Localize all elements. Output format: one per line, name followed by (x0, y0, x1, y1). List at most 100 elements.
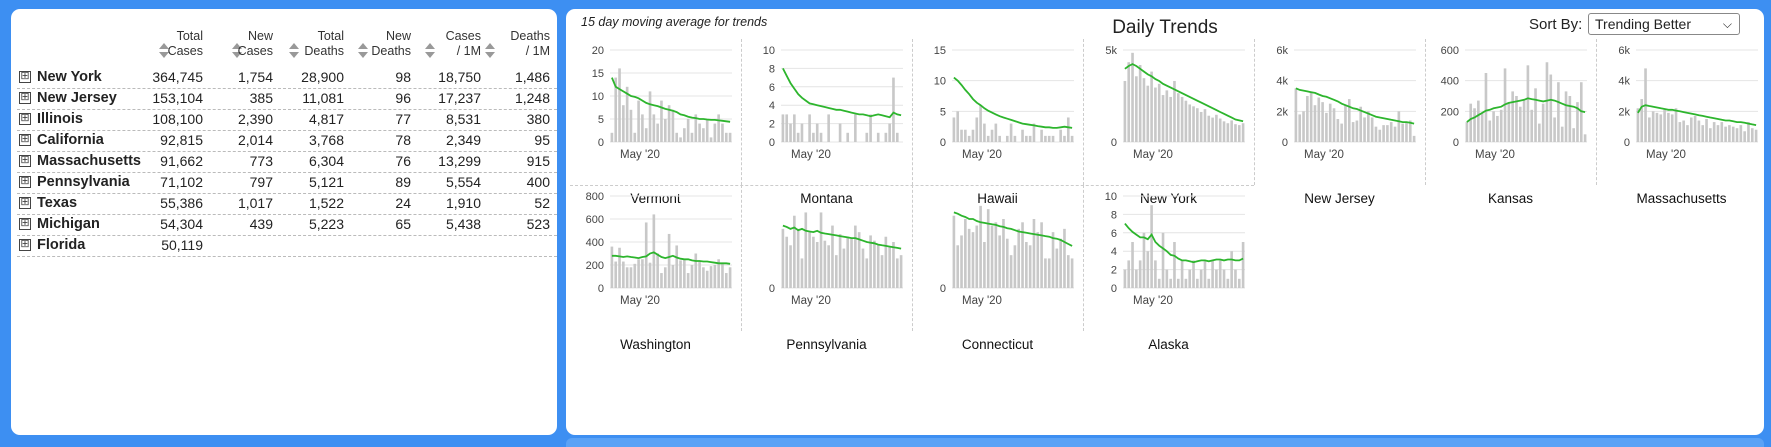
table-row[interactable]: ⊞ Florida 50,119 (17, 235, 557, 257)
bar (637, 259, 640, 288)
bar (728, 132, 732, 142)
bar (1150, 71, 1153, 142)
y-tick-label: 0 (769, 137, 775, 149)
table-row[interactable]: ⊞ New York 364,745 1,754 28,900 98 18,750 1,486 (17, 67, 557, 89)
table-row[interactable]: ⊞ New Jersey 153,104 385 11,081 96 17,237 1,248 (17, 88, 557, 110)
sort-arrows-icon[interactable] (425, 43, 435, 59)
bar (1230, 251, 1233, 288)
bar (1370, 117, 1374, 142)
bar (1138, 65, 1142, 142)
cell-total-deaths: 3,768 (308, 132, 344, 148)
bar (1070, 258, 1074, 288)
expand-icon[interactable]: ⊞ (19, 70, 31, 83)
y-tick-label: 800 (586, 191, 604, 203)
bar (892, 77, 895, 142)
table-row[interactable]: ⊞ Michigan 54,304 439 5,223 65 5,438 523 (17, 214, 557, 236)
sort-arrows-icon[interactable] (358, 43, 368, 59)
x-tick-label: May '20 (791, 149, 831, 161)
column-header-total-cases[interactable]: Total Cases (168, 29, 203, 59)
table-row[interactable]: ⊞ Massachusetts 91,662 773 6,304 76 13,299 915 (17, 151, 557, 173)
column-header-total-deaths[interactable]: Total Deaths (304, 29, 344, 59)
x-tick-label: May '20 (620, 295, 660, 307)
bar (1572, 128, 1575, 142)
bar (1469, 103, 1473, 142)
bar (698, 261, 701, 288)
sort-arrows-icon[interactable] (159, 43, 169, 59)
expand-icon[interactable]: ⊞ (19, 238, 31, 251)
trend-chart-massachusetts[interactable]: 0 2k 4k 6k May '20 Massachusetts (1596, 39, 1767, 206)
bar (1583, 134, 1587, 142)
y-tick-label: 600 (1441, 45, 1459, 57)
y-tick-label: 10 (763, 45, 775, 57)
bar (831, 225, 834, 288)
bar (1188, 269, 1192, 288)
trend-chart-new-york[interactable]: 0 5k May '20 New York (1083, 39, 1254, 206)
bar (1173, 242, 1176, 288)
bar (675, 245, 679, 288)
cell-cases-1m: 13,299 (438, 153, 481, 169)
trend-chart-connecticut[interactable]: 0 May '20 Connecticut (912, 185, 1083, 352)
trend-chart-hawaii[interactable]: 0 5 10 15 May '20 Hawaii (912, 39, 1083, 206)
table-row[interactable]: ⊞ Illinois 108,100 2,390 4,817 77 8,531 380 (17, 109, 557, 131)
y-tick-label: 600 (586, 214, 604, 226)
cell-total-cases: 92,815 (160, 132, 203, 148)
bar (1750, 128, 1754, 142)
bar (1515, 96, 1518, 142)
column-header-deaths-1m[interactable]: Deaths/ 1M (510, 29, 550, 59)
expand-icon[interactable]: ⊞ (19, 217, 31, 230)
bar (709, 266, 713, 288)
column-header-new-deaths[interactable]: New Deaths (371, 29, 411, 59)
column-header-new-cases[interactable]: New Cases (238, 29, 273, 59)
bar (1176, 278, 1180, 288)
trend-chart-alaska[interactable]: 0 2 4 6 8 10 May '20 Alaska (1083, 185, 1254, 352)
bar (815, 123, 819, 142)
sort-arrows-icon[interactable] (485, 43, 495, 59)
bar (1367, 111, 1370, 142)
trend-chart-new-jersey[interactable]: 0 2k 4k 6k May '20 New Jersey (1254, 39, 1425, 206)
bar (610, 246, 614, 288)
bar (1731, 126, 1735, 142)
sort-arrows-icon[interactable] (289, 43, 299, 59)
trend-chart-montana[interactable]: 0 2 4 6 8 10 May '20 Montana (741, 39, 912, 206)
expand-icon[interactable]: ⊞ (19, 196, 31, 209)
sort-by-select[interactable]: Trending Better ⌵ (1588, 13, 1740, 35)
expand-icon[interactable]: ⊞ (19, 133, 31, 146)
sort-by-label: Sort By: (1529, 16, 1583, 33)
expand-icon[interactable]: ⊞ (19, 112, 31, 125)
y-tick-label: 400 (586, 237, 604, 249)
expand-icon[interactable]: ⊞ (19, 154, 31, 167)
table-row[interactable]: ⊞ Texas 55,386 1,017 1,522 24 1,910 52 (17, 193, 557, 215)
bar (690, 132, 694, 142)
bar (1739, 125, 1743, 142)
expand-icon[interactable]: ⊞ (19, 175, 31, 188)
trend-chart-pennsylvania[interactable]: 0 May '20 Pennsylvania (741, 185, 912, 352)
trend-line (611, 77, 731, 123)
bar (1009, 123, 1013, 142)
expand-icon[interactable]: ⊞ (19, 91, 31, 104)
bar (1530, 109, 1534, 142)
bar (1237, 125, 1241, 142)
bar (1705, 119, 1708, 142)
bar (1553, 117, 1556, 142)
table-row[interactable]: ⊞ California 92,815 2,014 3,768 78 2,349 95 (17, 130, 557, 152)
chart-divider (1425, 39, 1426, 185)
bar (1192, 106, 1195, 142)
bar (705, 119, 709, 142)
trend-chart-vermont[interactable]: 0 5 10 15 20 May '20 Vermont (570, 39, 741, 206)
y-tick-label: 15 (934, 45, 946, 57)
bar (1135, 269, 1138, 288)
table-row[interactable]: ⊞ Pennsylvania 71,102 797 5,121 89 5,554 400 (17, 172, 557, 194)
bar (1557, 82, 1560, 142)
cell-total-cases: 91,662 (160, 153, 203, 169)
bar (1499, 109, 1503, 142)
sort-arrows-icon[interactable] (232, 43, 242, 59)
cell-cases-1m: 5,438 (445, 216, 481, 232)
trend-chart-washington[interactable]: 0 200 400 600 800 May '20 Washington (570, 185, 741, 352)
bar (637, 100, 640, 142)
column-header-line1: Total (317, 29, 344, 43)
bar (633, 263, 637, 288)
cell-new-deaths: 77 (395, 111, 411, 127)
column-header-cases-1m[interactable]: Cases/ 1M (446, 29, 481, 59)
bar (967, 228, 971, 288)
trend-chart-kansas[interactable]: 0 200 400 600 May '20 Kansas (1425, 39, 1596, 206)
